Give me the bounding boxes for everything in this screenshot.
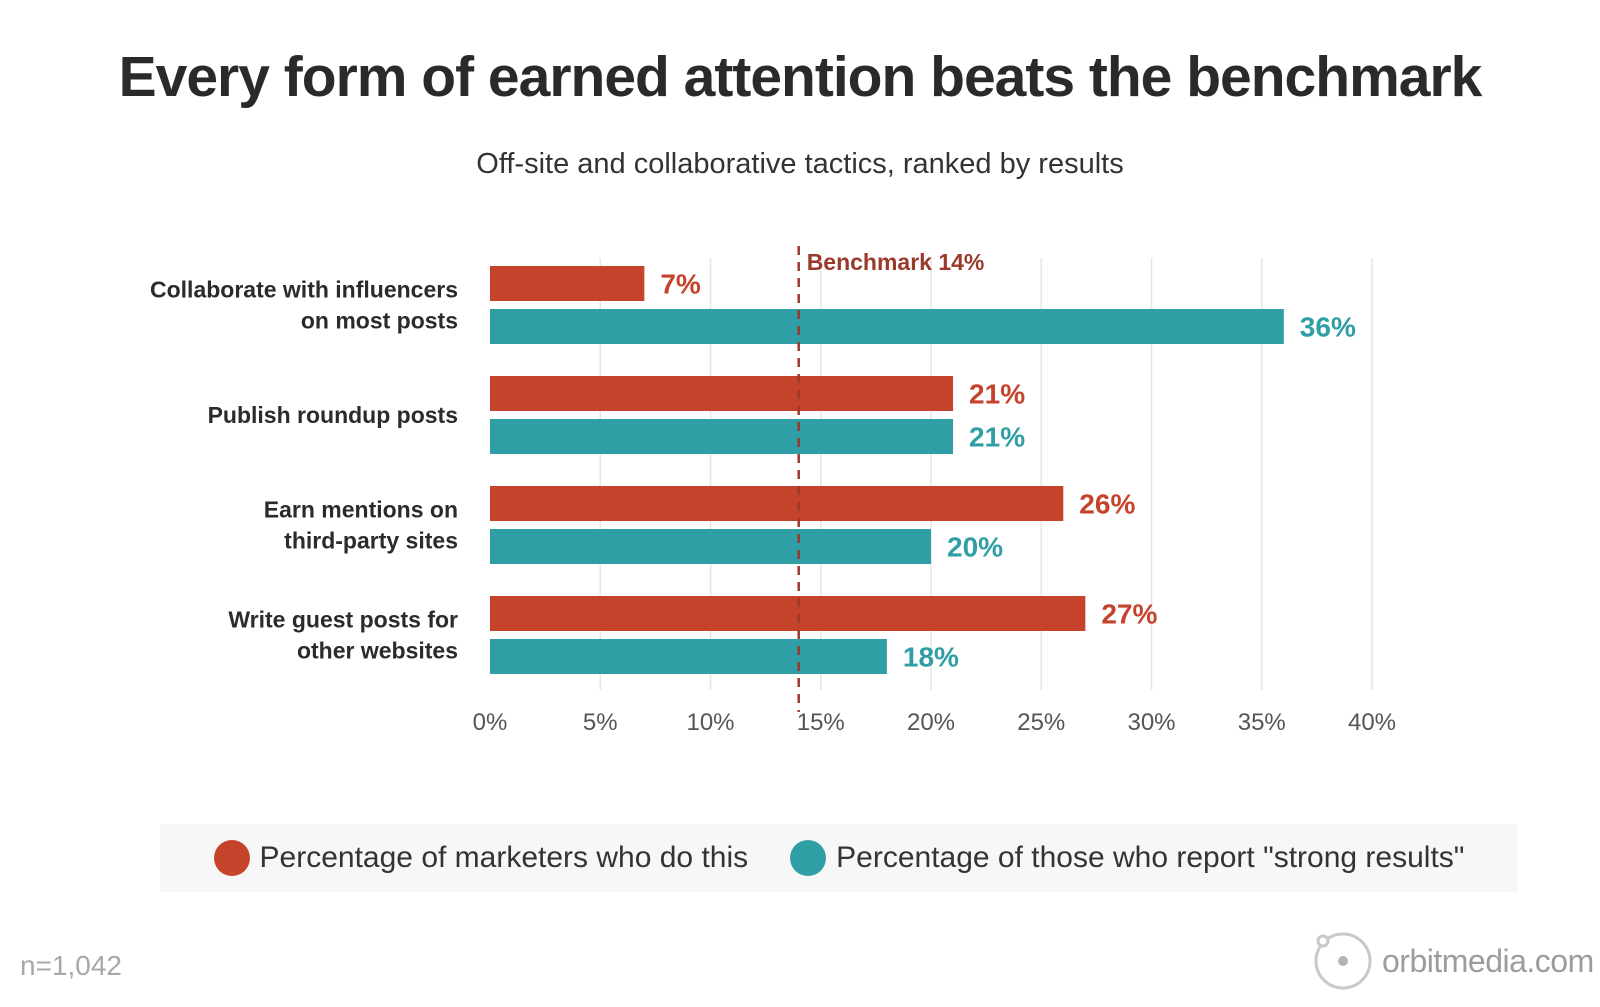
bar-do-this bbox=[490, 376, 954, 411]
brand-logo: orbitmedia.com bbox=[1312, 930, 1594, 992]
x-tick-label: 40% bbox=[1348, 709, 1396, 736]
data-label: 7% bbox=[660, 269, 701, 300]
chart-legend: Percentage of marketers who do this Perc… bbox=[160, 824, 1518, 892]
data-label: 20% bbox=[947, 532, 1003, 563]
orbit-icon bbox=[1314, 932, 1372, 990]
category-label: Collaborate with influencers on most post… bbox=[150, 277, 458, 334]
chart-subtitle: Off-site and collaborative tactics, rank… bbox=[476, 148, 1124, 180]
x-tick-label: 30% bbox=[1127, 709, 1175, 736]
data-label: 21% bbox=[969, 379, 1025, 410]
x-tick-label: 20% bbox=[907, 709, 955, 736]
category-label: Write guest posts for other websites bbox=[228, 607, 458, 664]
data-label: 21% bbox=[969, 422, 1025, 453]
data-label: 18% bbox=[903, 642, 959, 673]
legend-label-strong-results: Percentage of those who report "strong r… bbox=[836, 841, 1465, 874]
bar-chart: 0% 5% 10% 15% 20% 25% 30% 35% 40% 7% 36% Collaborat… bbox=[150, 246, 1396, 736]
bar-strong-results bbox=[490, 309, 1284, 344]
x-tick-label: 10% bbox=[686, 709, 734, 736]
brand-text: orbitmedia.com bbox=[1382, 942, 1594, 979]
x-tick-label: 15% bbox=[797, 709, 845, 736]
legend-item-strong-results: Percentage of those who report "strong r… bbox=[790, 840, 1464, 876]
bar-strong-results bbox=[490, 529, 931, 564]
bar-strong-results bbox=[490, 419, 954, 454]
legend-swatch-do-this bbox=[213, 840, 250, 876]
x-tick-label: 25% bbox=[1017, 709, 1065, 736]
benchmark-label: Benchmark 14% bbox=[807, 249, 985, 275]
x-tick-label: 35% bbox=[1238, 709, 1286, 736]
category-label: Publish roundup posts bbox=[208, 402, 458, 428]
data-label: 27% bbox=[1101, 599, 1157, 630]
x-tick-label: 0% bbox=[473, 709, 508, 736]
bar-strong-results bbox=[490, 639, 887, 674]
data-label: 36% bbox=[1300, 312, 1356, 343]
bar-do-this bbox=[490, 266, 645, 301]
chart-title: Every form of earned attention beats the… bbox=[118, 45, 1483, 109]
bar-do-this bbox=[490, 486, 1064, 521]
legend-swatch-strong-results bbox=[790, 840, 827, 876]
legend-label-do-this: Percentage of marketers who do this bbox=[259, 841, 749, 874]
x-tick-label: 5% bbox=[583, 709, 618, 736]
bar-do-this bbox=[490, 596, 1086, 631]
data-label: 26% bbox=[1079, 489, 1135, 520]
category-label: Earn mentions on third-party sites bbox=[264, 497, 458, 554]
sample-size-note: n=1,042 bbox=[20, 950, 122, 981]
legend-item-do-this: Percentage of marketers who do this bbox=[213, 840, 749, 876]
